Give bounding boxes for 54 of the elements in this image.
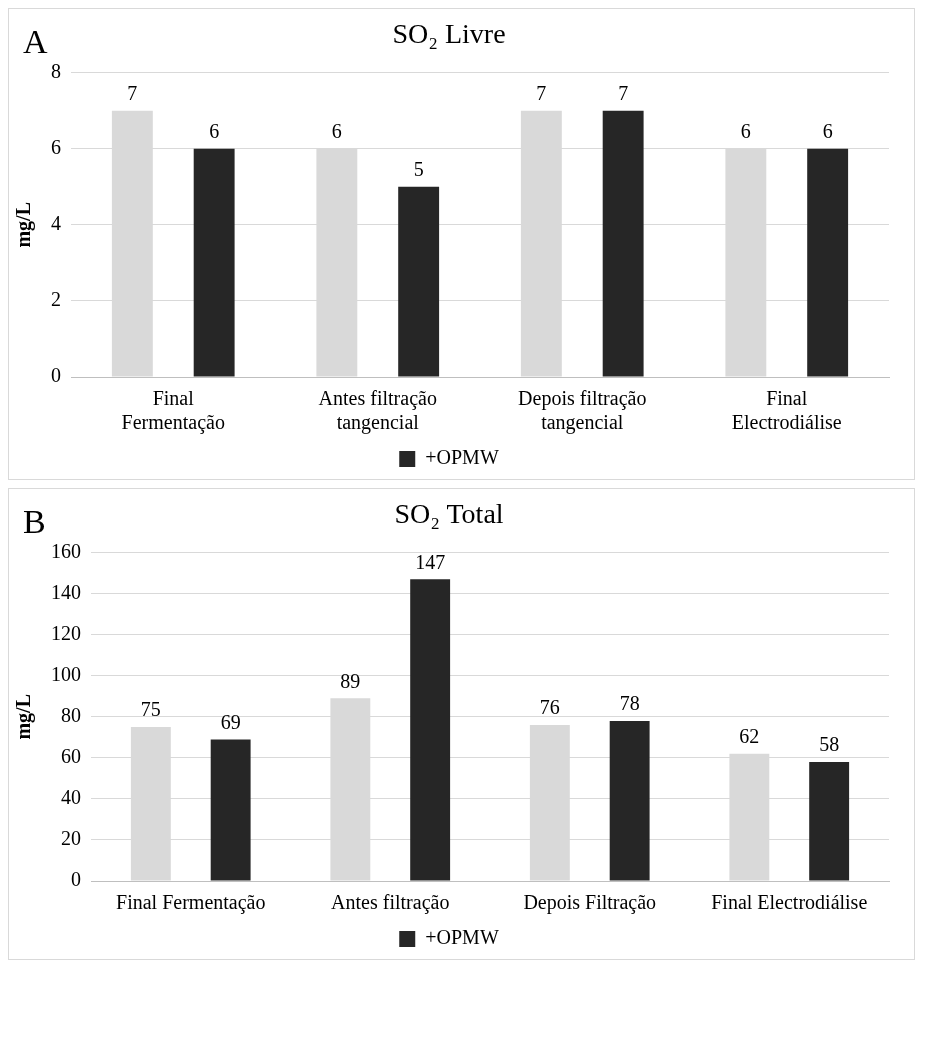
bar [410,579,451,881]
y-tick-label: 8 [51,59,61,82]
chart-title: SO₂ Livre [392,18,506,50]
data-label: 78 [619,692,640,715]
data-label: 6 [740,119,751,142]
y-tick-label: 6 [51,135,61,158]
y-tick-label: 140 [51,580,81,603]
data-label: 89 [340,669,361,692]
x-tick-label: Depois filtração tangencial [518,387,647,435]
text: A [23,23,48,61]
y-tick-label: 2 [51,288,61,311]
y-tick-label: 0 [71,868,81,891]
data-label: 5 [413,158,424,180]
data-label: 58 [819,733,840,756]
bar [210,739,251,881]
y-tick-label: 40 [61,786,81,809]
y-tick-label: 0 [51,364,61,387]
data-label: 7 [618,81,629,104]
y-tick-label: 60 [61,745,81,768]
x-tick-label: Final Fermentação [121,387,225,435]
data-label: 7 [127,81,138,104]
bar [609,720,650,881]
x-tick-label: Final Fermentação [116,891,266,915]
bar [602,110,644,377]
chart-title: SO₂ Total [394,498,504,530]
data-label: 76 [539,696,560,719]
legend-label: +OPMW [425,926,499,949]
bar [807,148,849,377]
data-label: 7 [536,81,547,104]
x-tick-label: Final Electrodiálise [711,891,868,914]
y-tick-label: 100 [51,663,81,685]
x-tick-label: Antes filtração [331,891,450,915]
y-axis-title: mg/L [12,694,36,740]
y-tick-label: 160 [51,539,81,562]
legend-label: +OPMW [425,446,499,469]
data-label: 6 [331,119,342,142]
x-tick-label: Final Electrodiálise [731,387,842,434]
x-tick-label: Antes filtração tangencial [318,387,437,435]
y-axis-title: mg/L [12,202,36,248]
data-label: 62 [739,724,760,747]
text: B [23,503,46,541]
x-tick-label: Depois Filtração [523,891,657,915]
y-tick-label: 4 [51,212,61,235]
data-label: 147 [415,550,446,573]
y-tick-label: 80 [61,704,81,727]
bar [809,761,850,881]
y-tick-label: 120 [51,621,81,644]
data-label: 69 [220,710,241,733]
data-label: 6 [209,119,220,142]
data-label: 6 [822,119,833,142]
bar [398,186,440,377]
data-label: 75 [140,698,161,721]
y-tick-label: 20 [61,827,81,850]
bar [193,148,235,377]
